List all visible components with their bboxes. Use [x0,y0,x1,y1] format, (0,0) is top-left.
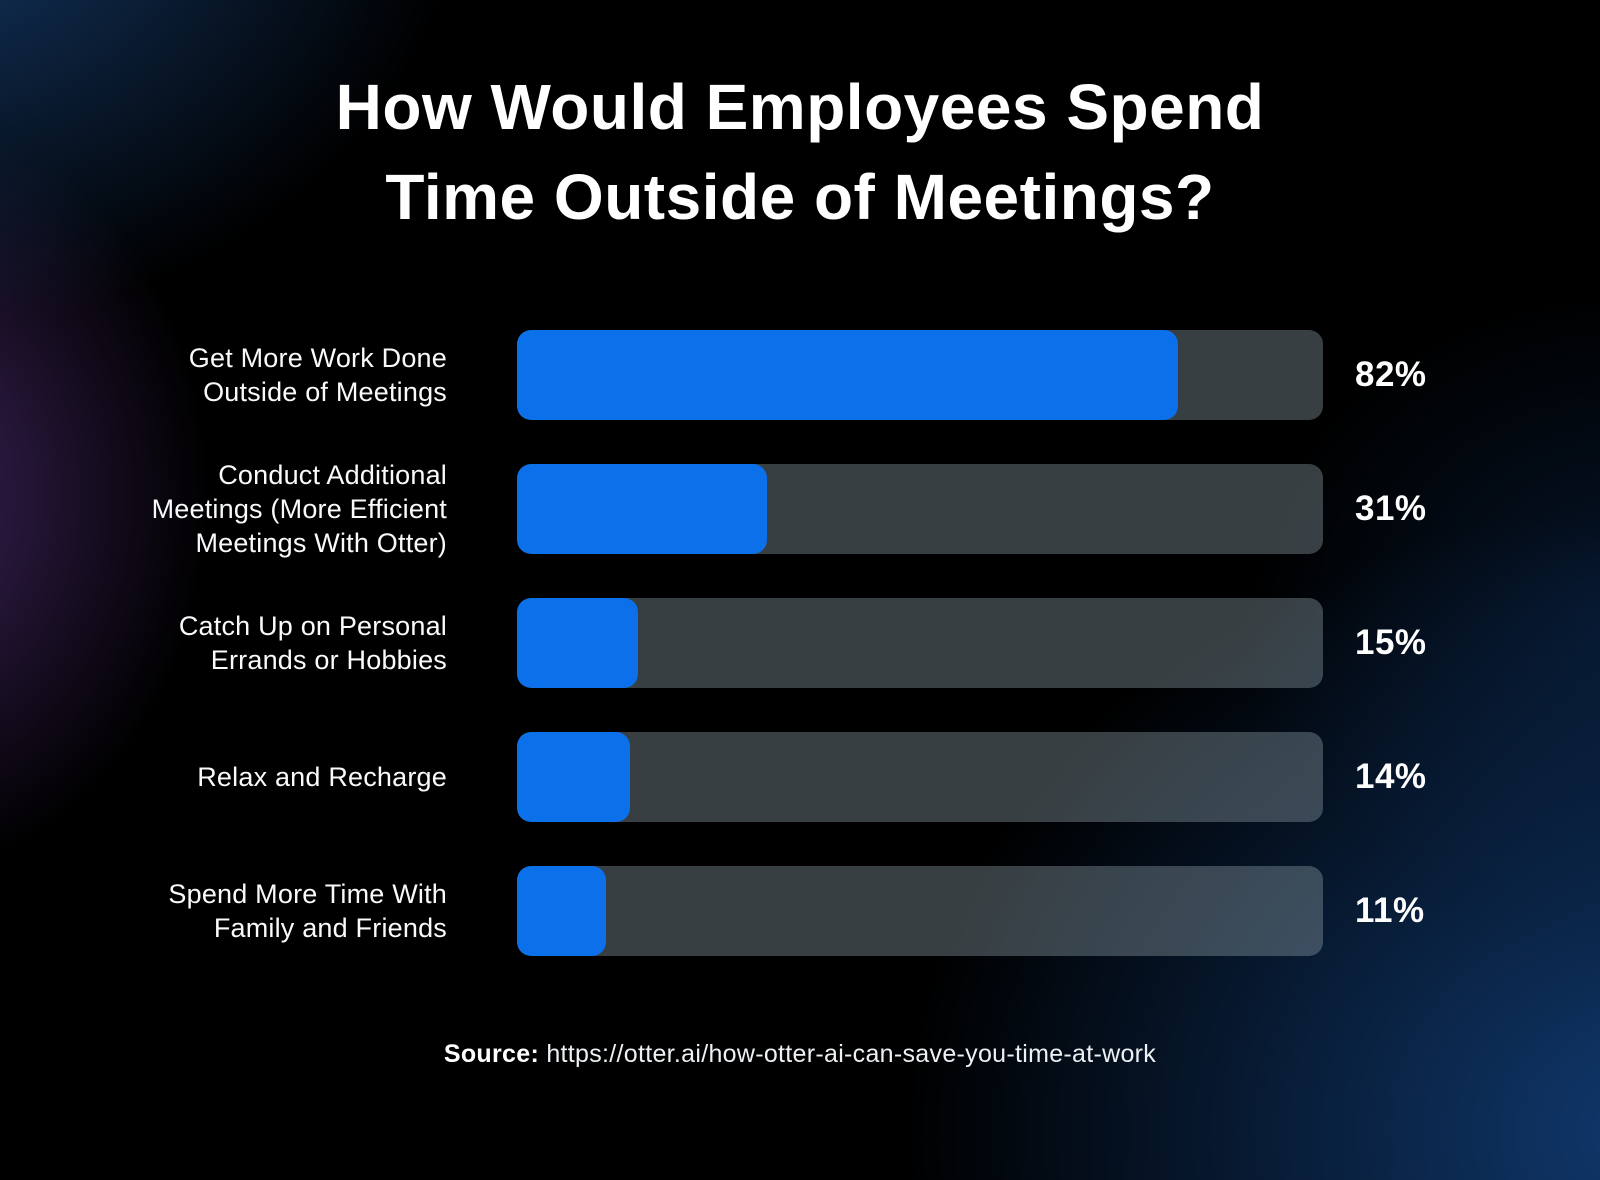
chart-row: Conduct Additional Meetings (More Efficie… [0,460,1600,558]
value-label: 15% [1355,623,1427,662]
category-label: Spend More Time With Family and Friends [168,879,447,943]
category-label: Catch Up on Personal Errands or Hobbies [178,611,447,675]
bar-fill [517,866,606,956]
chart-row: Spend More Time With Family and Friends 1… [0,866,1600,956]
source-label: Source: [443,1040,540,1068]
value-label: 31% [1355,489,1427,528]
source-line: Source: https://otter.ai/how-otter-ai-ca… [0,1040,1600,1069]
chart-row: Get More Work Done Outside of Meetings 82… [0,330,1600,420]
category-label: Relax and Recharge [197,762,447,792]
chart-row: Catch Up on Personal Errands or Hobbies 1… [0,598,1600,688]
bar-track [517,866,1323,956]
value-label: 11% [1355,891,1425,930]
value-label: 14% [1355,757,1427,796]
bar-track [517,464,1323,554]
bar-track [517,598,1323,688]
bar-fill [517,732,630,822]
bar-fill [517,464,767,554]
chart-title-line-2: Time Outside of Meetings? [385,161,1215,233]
chart-title: How Would Employees Spend Time Outside o… [0,62,1600,242]
source-url: https://otter.ai/how-otter-ai-can-save-y… [546,1040,1157,1068]
value-label: 82% [1355,355,1427,394]
category-label: Conduct Additional Meetings (More Efficie… [151,460,447,558]
category-label: Get More Work Done Outside of Meetings [188,343,447,407]
bar-fill [517,598,638,688]
bar-track [517,330,1323,420]
chart-row: Relax and Recharge 14% [0,732,1600,822]
bar-track [517,732,1323,822]
bar-chart: Get More Work Done Outside of Meetings 82… [0,330,1600,1000]
bar-fill [517,330,1178,420]
chart-title-line-1: How Would Employees Spend [335,71,1265,143]
